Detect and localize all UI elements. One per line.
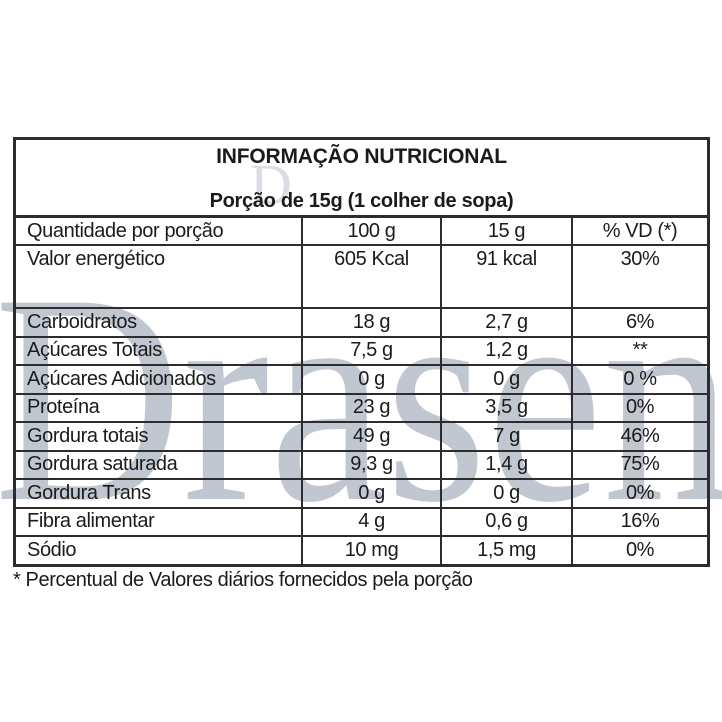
serving-size: Porção de 15g (1 colher de sopa) xyxy=(209,190,514,212)
column-header-row: Quantidade por porção 100 g 15 g % VD (*… xyxy=(16,218,707,244)
value-15g: 7 g xyxy=(440,423,571,450)
header-vd: % VD (*) xyxy=(571,218,707,244)
value-100g: 23 g xyxy=(301,394,440,421)
header-100g: 100 g xyxy=(301,218,440,244)
value-100g: 7,5 g xyxy=(301,337,440,364)
table-row: Gordura Trans 0 g 0 g 0% xyxy=(16,478,707,507)
nutrient-name: Gordura Trans xyxy=(27,481,151,504)
value-vd: 0% xyxy=(571,480,707,507)
value-vd: 0% xyxy=(571,394,707,421)
table-row: Açúcares Totais 7,5 g 1,2 g ** xyxy=(16,335,707,364)
table-row: Carboidratos 18 g 2,7 g 6% xyxy=(16,307,707,336)
table-row: Proteína 23 g 3,5 g 0% xyxy=(16,392,707,421)
value-15g: 0 g xyxy=(440,366,571,393)
table-row: Gordura saturada 9,3 g 1,4 g 75% xyxy=(16,449,707,478)
nutrient-name: Gordura totais xyxy=(27,424,149,447)
value-15g: 0 g xyxy=(440,480,571,507)
table-row: Fibra alimentar 4 g 0,6 g 16% xyxy=(16,506,707,535)
header-quantity-label: Quantidade por porção xyxy=(27,219,224,242)
value-100g: 605 Kcal xyxy=(301,246,440,307)
table-header-block: INFORMAÇÃO NUTRICIONAL Porção de 15g (1 … xyxy=(16,140,707,218)
value-100g: 4 g xyxy=(301,508,440,535)
value-15g: 1,2 g xyxy=(440,337,571,364)
value-100g: 10 mg xyxy=(301,537,440,564)
value-100g: 9,3 g xyxy=(301,451,440,478)
value-100g: 49 g xyxy=(301,423,440,450)
value-vd: 30% xyxy=(571,246,707,307)
header-15g: 15 g xyxy=(440,218,571,244)
value-15g: 3,5 g xyxy=(440,394,571,421)
value-15g: 2,7 g xyxy=(440,309,571,336)
watermark-small-d: D xyxy=(250,152,292,217)
value-vd: 6% xyxy=(571,309,707,336)
value-15g: 1,4 g xyxy=(440,451,571,478)
value-vd: 46% xyxy=(571,423,707,450)
nutrient-name: Açúcares Adicionados xyxy=(27,367,216,390)
footnote: * Percentual de Valores diários fornecid… xyxy=(13,569,473,591)
value-vd: 16% xyxy=(571,508,707,535)
nutrient-name: Gordura saturada xyxy=(27,453,178,476)
table-row: Sódio 10 mg 1,5 mg 0% xyxy=(16,535,707,564)
table-row: Gordura totais 49 g 7 g 46% xyxy=(16,421,707,450)
nutrient-name: Carboidratos xyxy=(27,310,137,333)
table-title: INFORMAÇÃO NUTRICIONAL xyxy=(216,145,507,168)
value-15g: 91 kcal xyxy=(440,246,571,307)
value-vd: 0 % xyxy=(571,366,707,393)
watermark-drasen: Drasen xyxy=(0,232,722,564)
nutrient-name: Sódio xyxy=(27,538,77,561)
value-15g: 1,5 mg xyxy=(440,537,571,564)
value-100g: 0 g xyxy=(301,366,440,393)
value-vd: 0% xyxy=(571,537,707,564)
value-100g: 0 g xyxy=(301,480,440,507)
table-row: Açúcares Adicionados 0 g 0 g 0 % xyxy=(16,364,707,393)
value-100g: 18 g xyxy=(301,309,440,336)
nutrient-name: Fibra alimentar xyxy=(27,510,155,533)
nutrition-table: INFORMAÇÃO NUTRICIONAL Porção de 15g (1 … xyxy=(13,137,710,567)
value-vd: ** xyxy=(571,337,707,364)
nutrient-name: Proteína xyxy=(27,396,100,419)
nutrient-name: Açúcares Totais xyxy=(27,339,162,362)
table-row: Valor energético 605 Kcal 91 kcal 30% xyxy=(16,244,707,307)
nutrient-name: Valor energético xyxy=(27,248,165,270)
value-vd: 75% xyxy=(571,451,707,478)
value-15g: 0,6 g xyxy=(440,508,571,535)
